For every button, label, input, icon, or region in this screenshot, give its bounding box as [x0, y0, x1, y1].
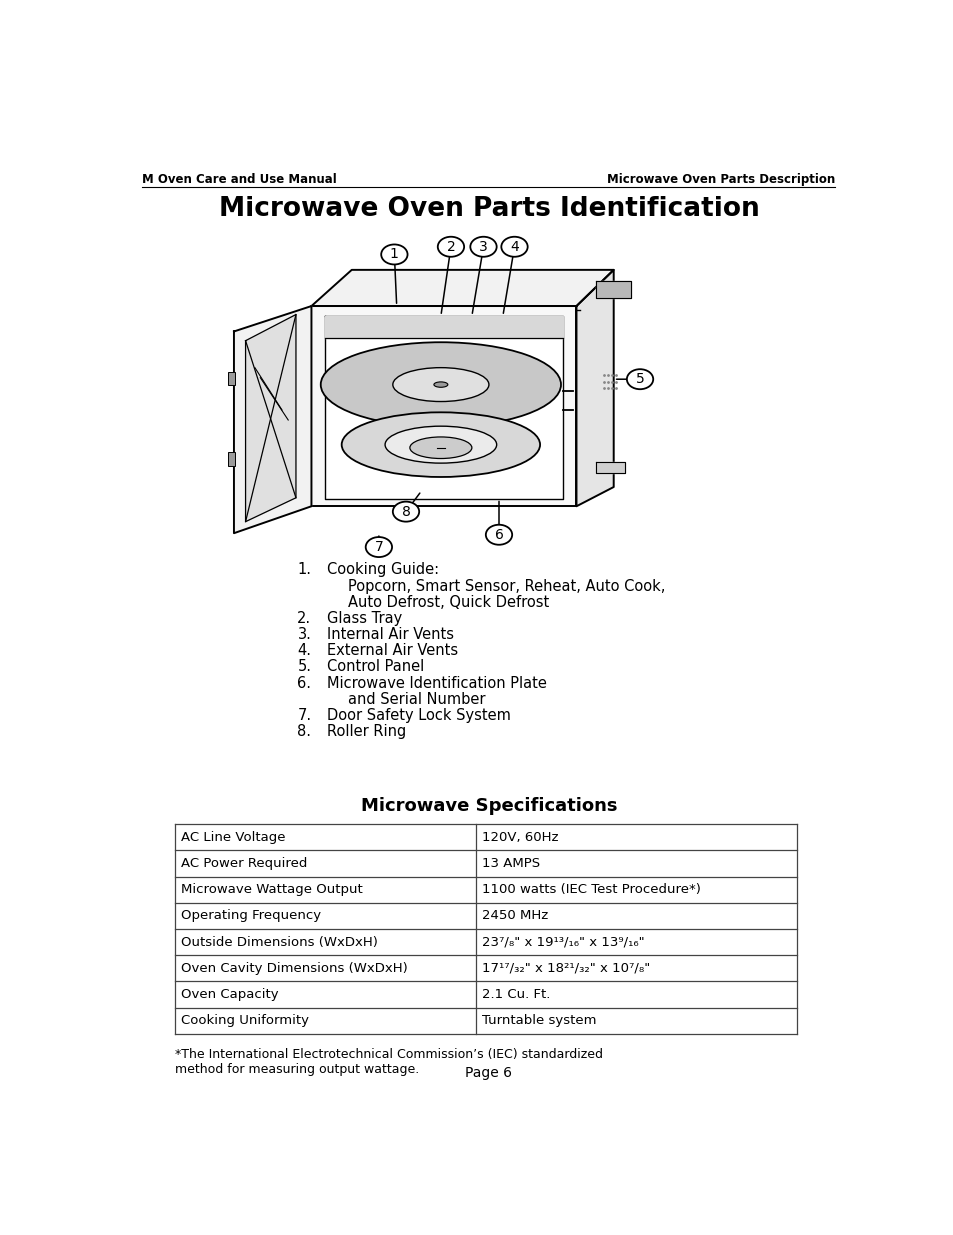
Text: 1: 1 [390, 247, 398, 262]
Polygon shape [174, 982, 796, 1008]
Polygon shape [324, 316, 562, 337]
Ellipse shape [393, 501, 418, 521]
Text: Glass Tray: Glass Tray [327, 611, 402, 626]
Text: 2: 2 [446, 240, 455, 253]
Polygon shape [596, 282, 630, 299]
Ellipse shape [500, 237, 527, 257]
Bar [228, 452, 235, 466]
Ellipse shape [470, 237, 497, 257]
Text: 13 AMPS: 13 AMPS [481, 857, 539, 869]
Text: 4: 4 [510, 240, 518, 253]
Ellipse shape [626, 369, 653, 389]
Text: AC Power Required: AC Power Required [181, 857, 307, 869]
Polygon shape [174, 824, 796, 851]
Text: 23⁷/₈" x 19¹³/₁₆" x 13⁹/₁₆": 23⁷/₈" x 19¹³/₁₆" x 13⁹/₁₆" [481, 936, 644, 948]
Polygon shape [245, 315, 295, 521]
Text: 3.: 3. [297, 627, 311, 642]
Ellipse shape [320, 342, 560, 427]
Text: Turntable system: Turntable system [481, 1014, 596, 1028]
Text: 2.: 2. [297, 611, 311, 626]
Text: Cooking Uniformity: Cooking Uniformity [181, 1014, 309, 1028]
Polygon shape [174, 955, 796, 982]
Text: 17¹⁷/₃₂" x 18²¹/₃₂" x 10⁷/₈": 17¹⁷/₃₂" x 18²¹/₃₂" x 10⁷/₈" [481, 962, 650, 974]
Text: External Air Vents: External Air Vents [327, 643, 457, 658]
Text: 2450 MHz: 2450 MHz [481, 909, 548, 923]
Polygon shape [233, 306, 311, 534]
Text: M Oven Care and Use Manual: M Oven Care and Use Manual [142, 173, 337, 185]
Ellipse shape [434, 382, 447, 388]
Polygon shape [596, 462, 624, 473]
Text: 120V, 60Hz: 120V, 60Hz [481, 831, 558, 844]
Text: 1.: 1. [297, 562, 311, 578]
Text: 5: 5 [635, 372, 643, 387]
Text: Operating Frequency: Operating Frequency [181, 909, 321, 923]
Ellipse shape [485, 525, 512, 545]
Text: Microwave Specifications: Microwave Specifications [360, 798, 617, 815]
Text: 7: 7 [375, 540, 383, 555]
Text: 1100 watts (IEC Test Procedure*): 1100 watts (IEC Test Procedure*) [481, 883, 700, 897]
Ellipse shape [410, 437, 472, 458]
Polygon shape [311, 306, 576, 506]
Polygon shape [311, 270, 613, 306]
Ellipse shape [365, 537, 392, 557]
Ellipse shape [393, 368, 488, 401]
Ellipse shape [385, 426, 497, 463]
Text: Oven Capacity: Oven Capacity [181, 988, 278, 1000]
Text: Oven Cavity Dimensions (WxDxH): Oven Cavity Dimensions (WxDxH) [181, 962, 408, 974]
Text: 5.: 5. [297, 659, 311, 674]
Text: Popcorn, Smart Sensor, Reheat, Auto Cook,: Popcorn, Smart Sensor, Reheat, Auto Cook… [348, 579, 664, 594]
Ellipse shape [437, 237, 464, 257]
Text: Roller Ring: Roller Ring [327, 724, 406, 740]
Text: 2.1 Cu. Ft.: 2.1 Cu. Ft. [481, 988, 550, 1000]
Text: Outside Dimensions (WxDxH): Outside Dimensions (WxDxH) [181, 936, 377, 948]
Text: Page 6: Page 6 [465, 1066, 512, 1079]
Polygon shape [174, 851, 796, 877]
Ellipse shape [381, 245, 407, 264]
Ellipse shape [341, 412, 539, 477]
Text: 8.: 8. [297, 724, 311, 740]
Polygon shape [174, 929, 796, 955]
Text: Door Safety Lock System: Door Safety Lock System [327, 708, 510, 722]
Text: Microwave Identification Plate: Microwave Identification Plate [327, 676, 546, 690]
Text: *The International Electrotechnical Commission’s (IEC) standardized
method for m: *The International Electrotechnical Comm… [174, 1047, 602, 1076]
Text: Control Panel: Control Panel [327, 659, 424, 674]
Text: 7.: 7. [297, 708, 311, 722]
Text: Cooking Guide:: Cooking Guide: [327, 562, 438, 578]
Text: Microwave Oven Parts Description: Microwave Oven Parts Description [606, 173, 835, 185]
Text: 6.: 6. [297, 676, 311, 690]
Text: 3: 3 [478, 240, 487, 253]
Text: AC Line Voltage: AC Line Voltage [181, 831, 286, 844]
Text: Internal Air Vents: Internal Air Vents [327, 627, 454, 642]
Text: 8: 8 [401, 505, 410, 519]
Polygon shape [174, 903, 796, 929]
Polygon shape [174, 1008, 796, 1034]
Polygon shape [576, 270, 613, 506]
Text: Auto Defrost, Quick Defrost: Auto Defrost, Quick Defrost [348, 595, 549, 610]
Polygon shape [174, 877, 796, 903]
Bar [228, 372, 235, 385]
Text: 4.: 4. [297, 643, 311, 658]
Text: Microwave Wattage Output: Microwave Wattage Output [181, 883, 363, 897]
Text: Microwave Oven Parts Identification: Microwave Oven Parts Identification [218, 196, 759, 222]
Text: and Serial Number: and Serial Number [348, 692, 485, 706]
Polygon shape [324, 316, 562, 499]
Text: 6: 6 [494, 527, 503, 542]
